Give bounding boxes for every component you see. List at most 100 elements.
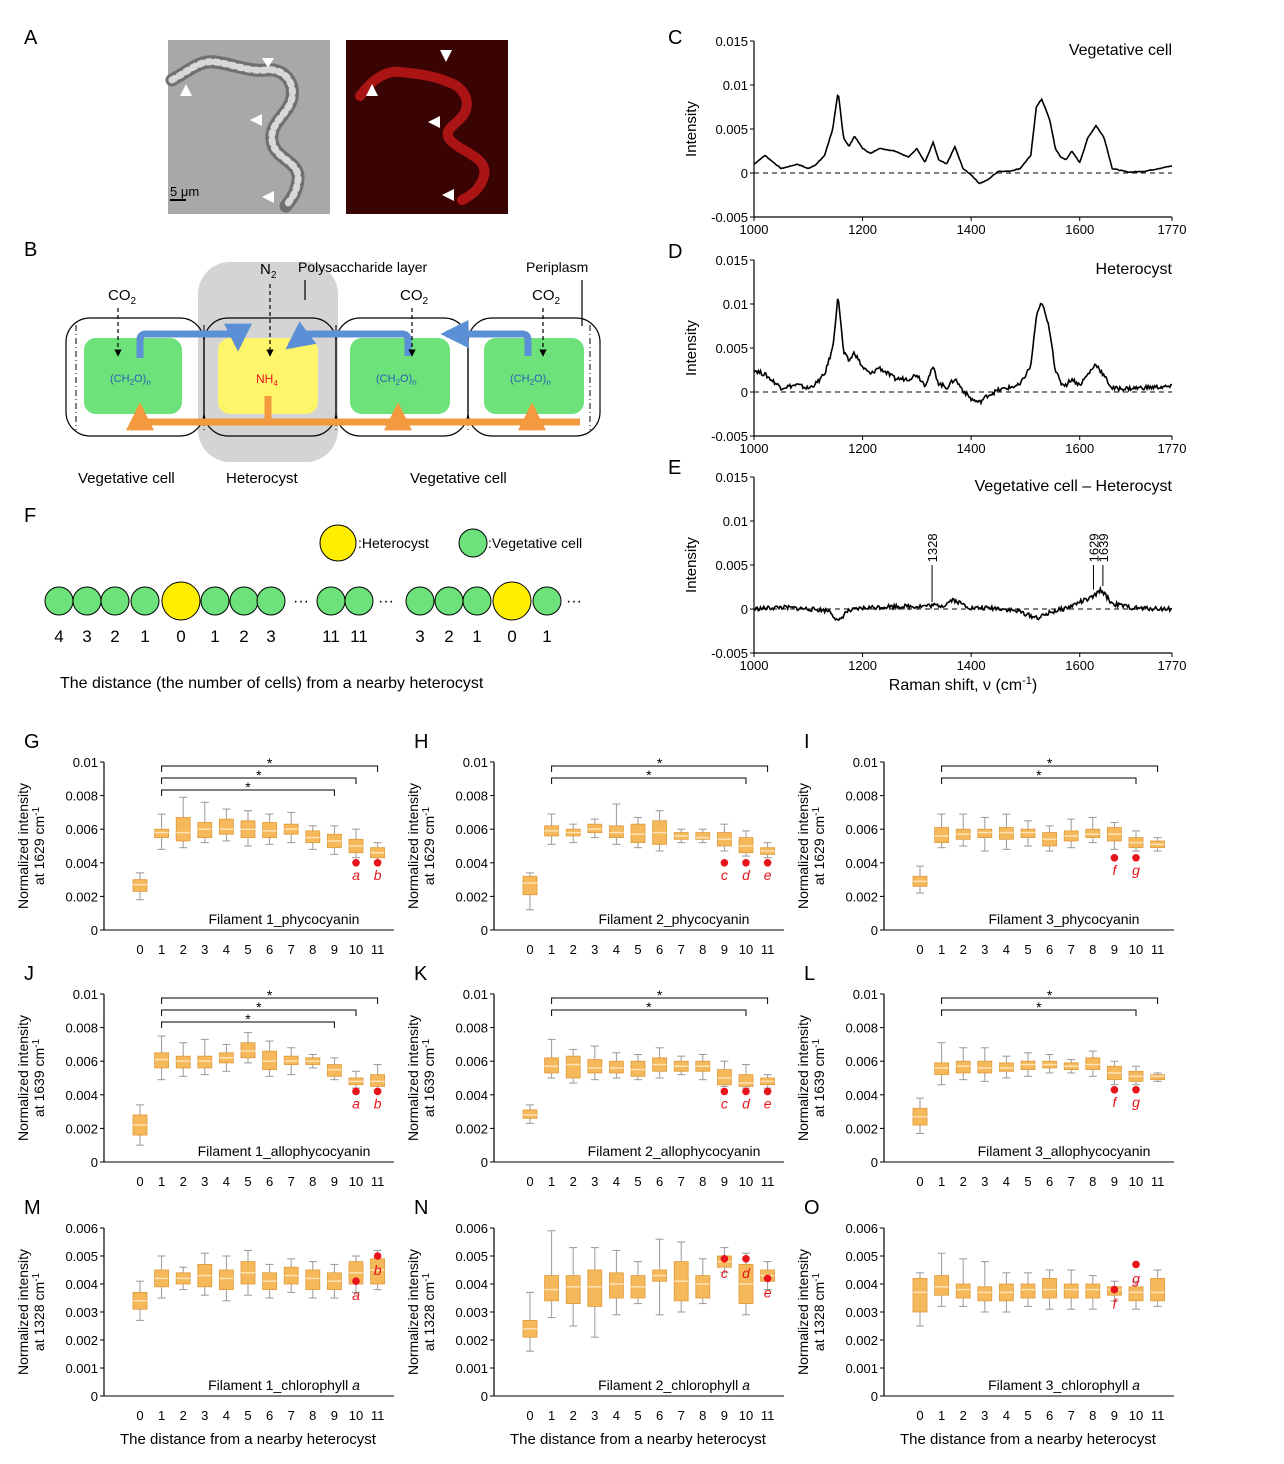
significance-bracket xyxy=(941,765,1159,772)
spectrum-line xyxy=(753,93,1173,185)
x-tick-label: 11 xyxy=(761,1408,775,1423)
x-tick-label: 10 xyxy=(349,942,363,957)
cytoplasm-vegetative xyxy=(350,338,450,414)
co2-label: CO2 xyxy=(108,287,137,307)
x-tick-label: 6 xyxy=(656,942,663,957)
y-axis-label-unit: at 1639 cm-1 xyxy=(811,1038,827,1117)
vegetative-cell xyxy=(405,586,435,616)
x-tick-label: 1400 xyxy=(957,441,986,456)
legend-heterocyst-label: :Heterocyst xyxy=(358,535,429,551)
x-tick-label: 0 xyxy=(526,1408,533,1423)
significance-bracket xyxy=(161,765,379,772)
x-tick-label: 4 xyxy=(223,1408,230,1423)
x-tick-label: 4 xyxy=(613,1174,620,1189)
filament-title: Filament 3_phycocyanin xyxy=(989,911,1140,927)
x-tick-label: 4 xyxy=(1003,942,1010,957)
x-tick-label: 5 xyxy=(1024,1408,1031,1423)
y-axis-label-unit: at 1629 cm-1 xyxy=(421,806,437,885)
x-tick-label: 9 xyxy=(331,942,338,957)
x-tick-label: 5 xyxy=(634,942,641,957)
x-tick-label: 1600 xyxy=(1065,441,1094,456)
y-tick-label: 0.002 xyxy=(455,1333,488,1348)
x-tick-label: 7 xyxy=(678,1174,685,1189)
outlier-label: e xyxy=(764,1095,772,1111)
significance-star: * xyxy=(1047,987,1053,1003)
y-tick-label: -0.005 xyxy=(711,646,748,661)
y-tick-label: 0.015 xyxy=(715,253,748,268)
legend-vegetative-icon xyxy=(458,528,488,558)
y-tick-label: 0 xyxy=(91,1155,98,1170)
cell-distance-label: 3 xyxy=(415,627,424,646)
y-tick-label: 0 xyxy=(741,166,748,181)
x-tick-label: 9 xyxy=(331,1174,338,1189)
x-tick-label: 11 xyxy=(1151,1408,1165,1423)
x-tick-label: 1 xyxy=(938,942,945,957)
box-iqr xyxy=(544,1057,559,1074)
cell-distance-label: 1 xyxy=(472,627,481,646)
box-iqr xyxy=(1128,1286,1144,1302)
x-tick-label: 4 xyxy=(613,942,620,957)
x-tick-label: 9 xyxy=(1111,1408,1118,1423)
significance-bracket xyxy=(161,1009,357,1016)
panel-letter-o: O xyxy=(804,1197,820,1219)
n2-label: N2 xyxy=(260,261,277,281)
x-tick-label: 10 xyxy=(739,1408,753,1423)
y-axis-label-unit: at 1629 cm-1 xyxy=(811,806,827,885)
filament-title: Filament 2_allophycocyanin xyxy=(588,1143,761,1159)
box-iqr xyxy=(587,823,603,833)
significance-star: * xyxy=(245,779,251,795)
box-iqr xyxy=(1063,1283,1079,1299)
filament-title: Filament 2_chlorophyll a xyxy=(598,1377,750,1393)
x-tick-label: 5 xyxy=(1024,942,1031,957)
box-iqr xyxy=(977,1286,993,1302)
vegetative-cell xyxy=(72,586,102,616)
box-iqr xyxy=(283,1055,299,1065)
significance-star: * xyxy=(245,1011,251,1027)
x-tick-label: 0 xyxy=(916,1174,923,1189)
x-tick-label: 0 xyxy=(136,942,143,957)
y-tick-label: 0.01 xyxy=(853,987,878,1002)
outlier-point xyxy=(352,1087,360,1096)
blue-arrow-carbon xyxy=(285,321,412,356)
significance-bracket xyxy=(941,777,1137,784)
ellipsis: ··· xyxy=(293,593,309,610)
y-tick-label: 0.005 xyxy=(715,341,748,356)
x-tick-label: 1770 xyxy=(1158,441,1187,456)
y-tick-label: 0.003 xyxy=(845,1305,878,1320)
y-tick-label: 0.001 xyxy=(845,1361,878,1376)
y-tick-label: 0.015 xyxy=(715,34,748,49)
x-tick-label: 3 xyxy=(201,1408,208,1423)
x-tick-label: 3 xyxy=(591,1408,598,1423)
ellipsis: ··· xyxy=(566,593,582,610)
y-tick-label: 0.005 xyxy=(65,1249,98,1264)
filament-cell-row: 4 3 2 1 0 1 2 3 11 11 3 2 1 0 1 xyxy=(44,581,562,646)
y-tick-label: 0.006 xyxy=(455,1054,488,1069)
filament-cells xyxy=(168,58,302,210)
x-tick-label: 2 xyxy=(570,942,577,957)
y-tick-label: 0 xyxy=(871,1389,878,1404)
significance-star: * xyxy=(657,755,663,771)
x-tick-label: 1 xyxy=(158,1174,165,1189)
y-tick-label: 0 xyxy=(741,385,748,400)
significance-star: * xyxy=(1047,755,1053,771)
y-tick-label: 0 xyxy=(481,1389,488,1404)
x-axis-label: The distance from a nearby heterocyst xyxy=(510,1431,767,1448)
outlier-label: c xyxy=(721,1095,728,1111)
peak-label: 1629 xyxy=(1086,533,1101,562)
cell-distance-label: 1 xyxy=(140,627,149,646)
y-axis-label-unit: at 1639 cm-1 xyxy=(421,1038,437,1117)
x-tick-label: 2 xyxy=(960,942,967,957)
y-tick-label: -0.005 xyxy=(711,210,748,225)
box-iqr xyxy=(1020,828,1036,839)
y-axis-label: Normalized intensity xyxy=(795,1015,811,1141)
heterocyst-cell xyxy=(492,581,532,621)
outlier-label: d xyxy=(742,867,751,883)
box-iqr xyxy=(999,827,1014,840)
significance-star: * xyxy=(1036,999,1042,1015)
outlier-point xyxy=(1110,853,1119,862)
outlier-point xyxy=(352,1277,360,1285)
x-axis-label: The distance from a nearby heterocyst xyxy=(120,1431,377,1448)
